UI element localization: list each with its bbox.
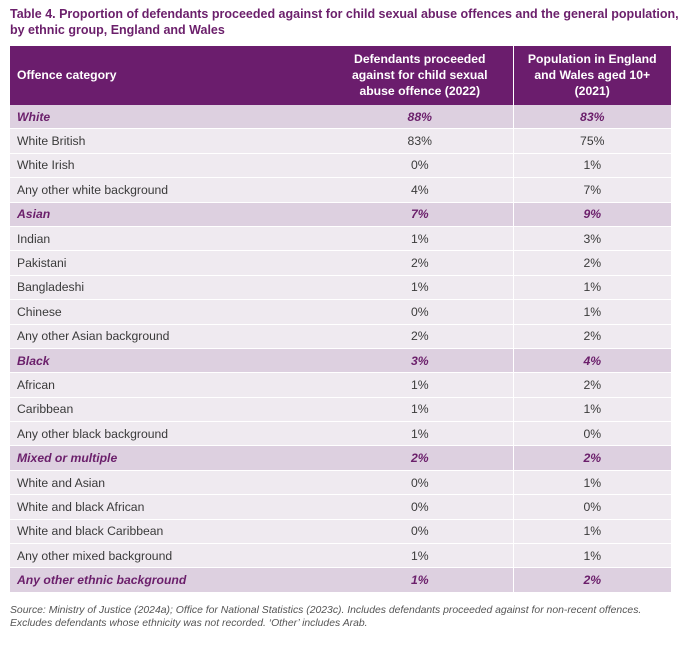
defendants-value: 1% [327,372,513,398]
defendants-value: 7% [327,201,513,227]
defendants-value: 0% [327,299,513,325]
ethnicity-table: Offence category Defendants proceeded ag… [10,46,671,593]
table-group-row: White 88% 83% [10,103,671,130]
population-value: 2% [512,445,671,471]
table-row: Caribbean 1% 1% [10,397,671,423]
table-row: Any other mixed background 1% 1% [10,543,671,569]
table-row: White Irish 0% 1% [10,153,671,179]
defendants-value: 88% [327,103,513,130]
row-label: Mixed or multiple [10,445,327,471]
defendants-value: 3% [327,347,513,374]
header-defendants: Defendants proceeded against for child s… [327,46,513,105]
table-body: White 88% 83% White British 83% 75% White Iris… [10,103,671,593]
row-label: Caribbean [10,397,327,423]
table-row: Indian 1% 3% [10,226,671,252]
defendants-value: 0% [327,494,513,520]
population-value: 1% [512,397,671,423]
row-label: African [10,372,327,398]
table-row: White British 83% 75% [10,128,671,154]
population-value: 1% [512,543,671,569]
table-row: African 1% 2% [10,372,671,398]
table-title: Table 4. Proportion of defendants procee… [10,7,679,37]
defendants-value: 1% [327,226,513,252]
population-value: 1% [512,519,671,545]
table-header-row: Offence category Defendants proceeded ag… [10,46,671,105]
row-label: White and black African [10,494,327,520]
defendants-value: 1% [327,275,513,301]
defendants-value: 83% [327,128,513,154]
population-value: 0% [512,494,671,520]
row-label: White British [10,128,327,154]
defendants-value: 2% [327,250,513,276]
defendants-value: 1% [327,567,513,593]
population-value: 2% [512,372,671,398]
row-label: Asian [10,201,327,227]
table-row: Any other black background 1% 0% [10,421,671,447]
population-value: 2% [512,250,671,276]
table-group-row: Mixed or multiple 2% 2% [10,445,671,471]
row-label: Bangladeshi [10,275,327,301]
table-row: Bangladeshi 1% 1% [10,275,671,301]
population-value: 2% [512,567,671,593]
population-value: 1% [512,275,671,301]
row-label: White and Asian [10,470,327,496]
defendants-value: 0% [327,470,513,496]
row-label: Black [10,347,327,374]
table-group-row: Asian 7% 9% [10,201,671,227]
row-label: Chinese [10,299,327,325]
row-label: White [10,103,327,130]
population-value: 2% [512,324,671,349]
header-offence-category: Offence category [10,46,327,105]
defendants-value: 4% [327,177,513,203]
population-value: 75% [512,128,671,154]
table-group-row: Any other ethnic background 1% 2% [10,567,671,593]
row-label: Any other ethnic background [10,567,327,593]
defendants-value: 1% [327,543,513,569]
population-value: 1% [512,470,671,496]
population-value: 1% [512,299,671,325]
population-value: 7% [512,177,671,203]
defendants-value: 0% [327,519,513,545]
source-note: Source: Ministry of Justice (2024a); Off… [10,605,642,629]
table-group-row: Black 3% 4% [10,347,671,374]
table-row: White and black Caribbean 0% 1% [10,519,671,545]
row-label: Any other white background [10,177,327,203]
table-row: Chinese 0% 1% [10,299,671,325]
population-value: 0% [512,421,671,447]
defendants-value: 2% [327,324,513,349]
row-label: White and black Caribbean [10,519,327,545]
header-population: Population in England and Wales aged 10+… [512,46,671,105]
defendants-value: 1% [327,397,513,423]
table-row: White and black African 0% 0% [10,494,671,520]
population-value: 4% [512,347,671,374]
row-label: Indian [10,226,327,252]
defendants-value: 0% [327,153,513,179]
table-row: White and Asian 0% 1% [10,470,671,496]
population-value: 83% [512,103,671,130]
population-value: 3% [512,226,671,252]
row-label: White Irish [10,153,327,179]
population-value: 9% [512,201,671,227]
defendants-value: 2% [327,445,513,471]
row-label: Pakistani [10,250,327,276]
table-row: Any other Asian background 2% 2% [10,324,671,349]
defendants-value: 1% [327,421,513,447]
table-row: Any other white background 4% 7% [10,177,671,203]
row-label: Any other black background [10,421,327,447]
table-row: Pakistani 2% 2% [10,250,671,276]
row-label: Any other mixed background [10,543,327,569]
row-label: Any other Asian background [10,324,327,349]
population-value: 1% [512,153,671,179]
